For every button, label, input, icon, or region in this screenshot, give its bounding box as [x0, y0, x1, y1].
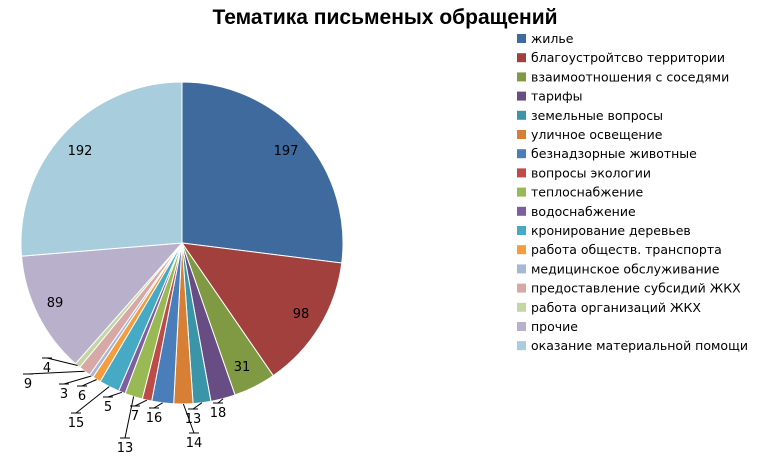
legend-item-7: безнадзорные животные	[517, 146, 697, 161]
legend-item-6: уличное освещение	[517, 127, 663, 142]
legend-swatch-11	[517, 226, 526, 235]
legend-item-5: земельные вопросы	[517, 108, 663, 123]
legend-swatch-8	[517, 168, 526, 178]
legend-label-15: работа организаций ЖКХ	[531, 300, 701, 315]
data-label-2: 98	[293, 307, 310, 322]
legend-label-11: кронирование деревьев	[531, 223, 691, 238]
legend-label-10: водоснабжение	[531, 204, 636, 219]
legend-label-4: тарифы	[531, 89, 583, 104]
legend-label-9: теплоснабжение	[531, 185, 643, 200]
pie-slices	[20, 81, 344, 405]
data-label-8: 7	[131, 409, 139, 424]
legend-swatch-6	[517, 130, 526, 139]
data-label-13: 3	[60, 387, 68, 402]
legend-swatch-14	[517, 283, 526, 293]
data-label-14: 9	[24, 377, 32, 392]
legend-swatch-4	[517, 91, 526, 101]
data-label-11: 15	[68, 416, 85, 431]
data-label-10: 5	[104, 400, 112, 415]
leader-line-14	[27, 370, 85, 375]
legend-label-3: взаимоотношения с соседями	[531, 69, 729, 84]
leader-line-13	[63, 375, 92, 385]
pie-slice-17	[20, 81, 183, 257]
legend-swatch-16	[517, 322, 526, 331]
data-label-5: 13	[185, 412, 202, 427]
legend-label-6: уличное освещение	[531, 127, 663, 142]
pie-slice-16	[21, 242, 184, 365]
leader-line-15	[46, 357, 78, 366]
data-labels: 197 98 31 18 13 14 16 7 13 5 15 63 94 89 192	[24, 144, 309, 456]
legend-item-16: прочие	[517, 319, 578, 334]
data-label-4: 18	[210, 406, 227, 421]
legend-item-11: кронирование деревьев	[517, 223, 691, 238]
data-label-1: 197	[274, 144, 299, 159]
legend-item-9: теплоснабжение	[517, 185, 643, 200]
legend-label-8: вопросы экологии	[531, 165, 651, 180]
legend-swatch-5	[517, 110, 526, 120]
leader-line-9	[124, 396, 135, 439]
legend-label-17: оказание материальной помощи	[531, 338, 748, 353]
legend-label-16: прочие	[531, 319, 578, 334]
legend-label-2: благоустройтсво территории	[531, 50, 725, 65]
data-label-3: 31	[234, 360, 251, 375]
data-label-12: 6	[78, 389, 86, 404]
chart-title: Тематика письменых обращений	[212, 6, 557, 29]
leader-line-10	[107, 391, 122, 398]
leader-lines	[23, 357, 224, 439]
data-label-15: 4	[43, 361, 51, 376]
legend-label-7: безнадзорные животные	[531, 146, 697, 161]
data-label-6: 14	[186, 436, 203, 451]
legend-item-4: тарифы	[517, 89, 583, 104]
legend-swatch-10	[517, 206, 526, 216]
legend-item-15: работа организаций ЖКХ	[517, 300, 701, 315]
legend-swatch-17	[517, 341, 526, 351]
legend-label-1: жилье	[531, 31, 574, 46]
legend-swatch-12	[517, 245, 526, 255]
leader-line-4	[217, 398, 224, 404]
legend-item-10: водоснабжение	[517, 204, 636, 219]
legend-swatch-15	[517, 302, 526, 312]
leader-line-7	[153, 402, 163, 409]
legend-item-14: предоставление субсидий ЖКХ	[517, 281, 741, 296]
legend-item-1: жилье	[517, 31, 574, 46]
legend-item-17: оказание материальной помощи	[517, 338, 748, 353]
data-label-9: 13	[117, 441, 134, 456]
leader-line-6	[182, 403, 195, 434]
legend: жилье благоустройтсво территории взаимоотн…	[517, 31, 748, 353]
legend-item-3: взаимоотношения с соседями	[517, 69, 729, 84]
legend-item-8: вопросы экологии	[517, 165, 651, 180]
legend-swatch-13	[517, 264, 526, 274]
pie-slice-2	[180, 242, 343, 377]
legend-label-14: предоставление субсидий ЖКХ	[531, 281, 741, 296]
legend-swatch-2	[517, 53, 526, 63]
legend-label-13: медицинское обслуживание	[531, 261, 720, 276]
legend-swatch-1	[517, 34, 526, 43]
data-label-17: 192	[68, 144, 93, 159]
legend-swatch-7	[517, 149, 526, 159]
legend-label-5: земельные вопросы	[531, 108, 663, 123]
legend-item-2: благоустройтсво территории	[517, 50, 725, 65]
legend-label-12: работа обществ. транспорта	[531, 242, 722, 257]
leader-line-8	[134, 399, 148, 407]
legend-item-12: работа обществ. транспорта	[517, 242, 722, 257]
leader-line-12	[81, 379, 97, 387]
legend-swatch-3	[517, 72, 526, 82]
leader-line-5	[192, 402, 203, 410]
leader-line-11	[75, 386, 110, 414]
legend-swatch-9	[517, 187, 526, 197]
legend-item-13: медицинское обслуживание	[517, 261, 720, 276]
data-label-7: 16	[146, 411, 163, 426]
pie-slice-1	[181, 81, 344, 264]
data-label-16: 89	[47, 296, 64, 311]
